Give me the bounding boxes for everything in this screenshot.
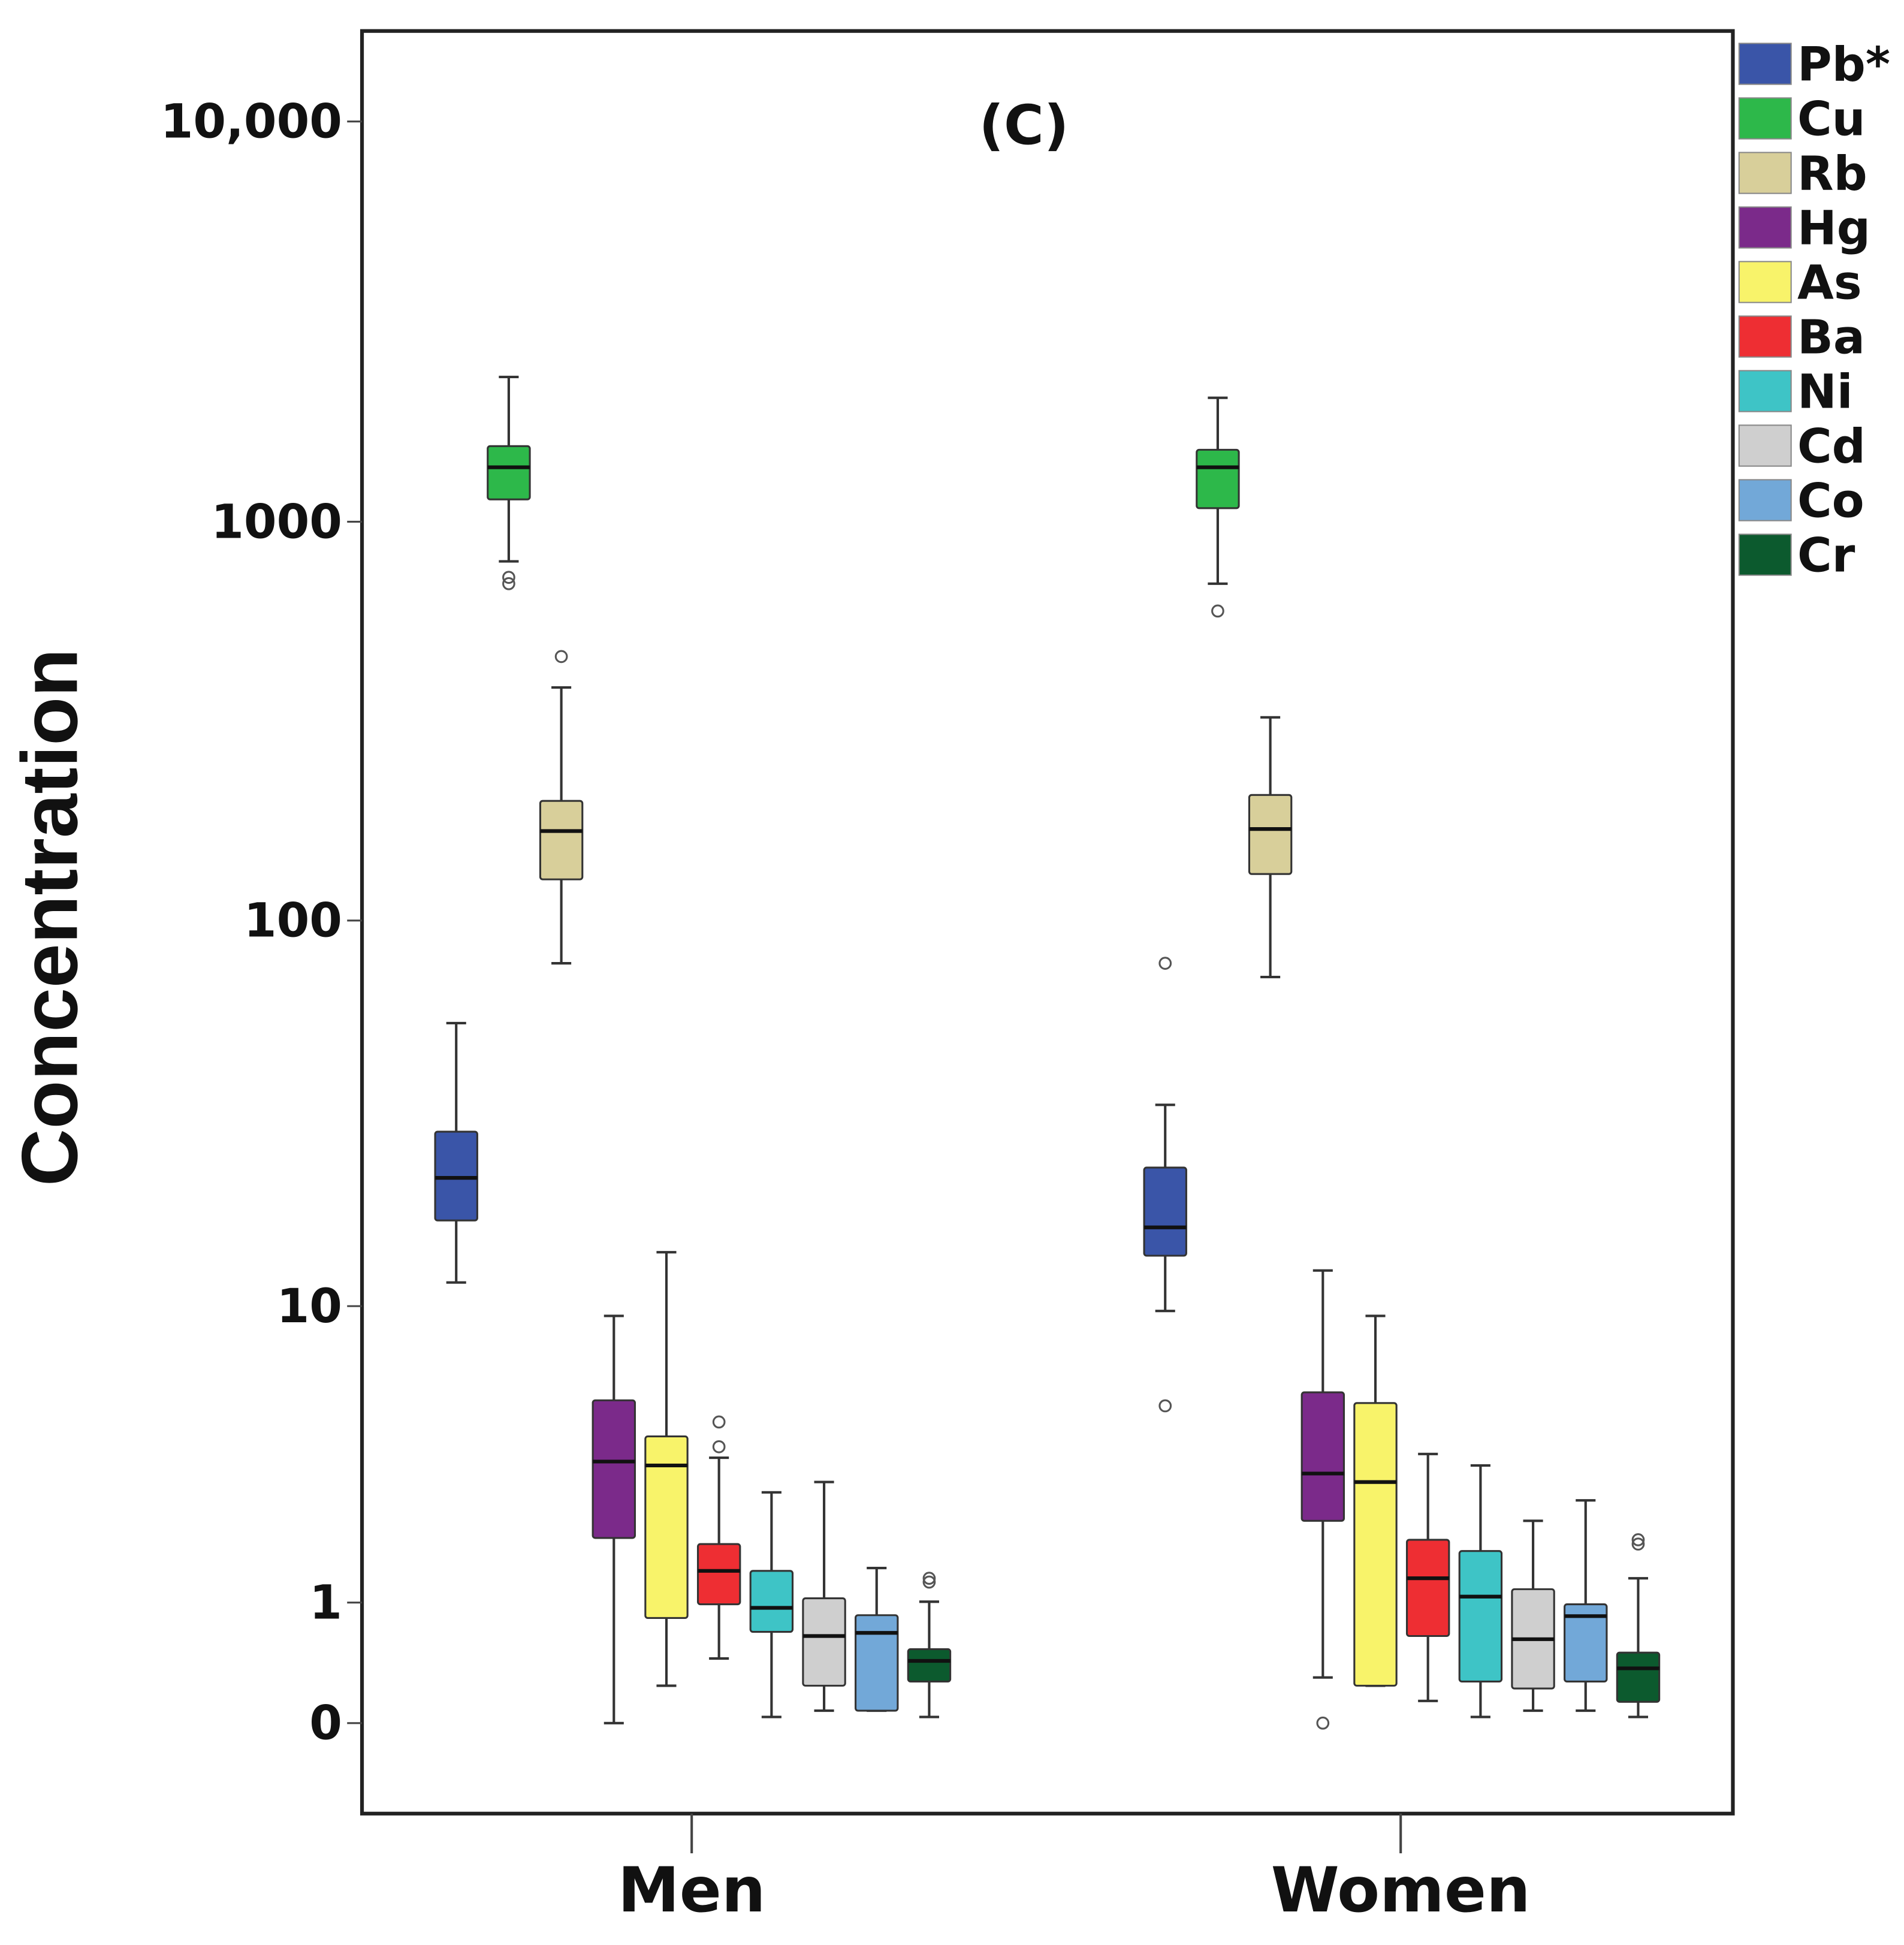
box-Pb-women [1143,957,1187,1413]
legend-label: Rb [1797,146,1867,201]
box-Ba-women [1405,1452,1450,1702]
box-iqr [1564,1603,1608,1683]
y-tick-label: 0 [309,1696,342,1751]
legend-label: Cu [1797,91,1866,146]
outlier-point [1158,1399,1172,1413]
box-Ba-men [696,1415,741,1660]
legend-swatch-Cr [1738,533,1792,576]
box-As-women [1353,1314,1398,1687]
box-iqr [1143,1166,1187,1257]
box-Cr-men [907,1572,952,1718]
box-iqr [749,1570,794,1633]
outlier-point [1158,957,1172,970]
box-Ni-men [749,1491,794,1718]
box-iqr [1353,1402,1398,1687]
box-Co-men [855,1566,899,1712]
box-Rb-men [539,650,584,965]
legend-swatch-As [1738,261,1792,303]
box-iqr [592,1399,636,1539]
y-tick-label: 10,000 [161,94,342,149]
legend-label: Ba [1797,309,1865,364]
box-iqr [855,1614,899,1712]
box-iqr [1248,794,1293,875]
outlier-point [1631,1533,1645,1546]
plot-frame [360,29,1735,1816]
legend-label: Hg [1797,200,1870,255]
outlier-point [712,1440,726,1454]
y-tick-label: 1 [309,1575,342,1630]
legend-label: Cr [1797,527,1855,583]
box-iqr [907,1648,952,1683]
box-iqr [487,445,531,500]
y-axis: 0 1 10 100 1000 10,000 [161,94,363,1751]
boxes [434,375,1661,1730]
box-iqr [696,1543,741,1606]
legend-swatch-Rb [1738,152,1792,194]
box-As-men [644,1251,689,1687]
outlier-point [922,1575,936,1589]
box-iqr [539,800,584,880]
box-iqr [802,1597,846,1687]
legend-label: As [1797,255,1862,310]
box-Rb-women [1248,716,1293,979]
y-axis-label: Concentration [5,649,94,1186]
box-Cu-women [1196,396,1240,618]
y-tick-label: 1000 [211,494,342,549]
legend-swatch-Cu [1738,97,1792,140]
chart-title: (C) [979,94,1069,157]
outlier-point [502,577,515,590]
legend-swatch-Cd [1738,424,1792,467]
legend-label: Co [1797,473,1864,528]
box-iqr [1196,448,1240,509]
legend-swatch-Ni [1738,370,1792,412]
y-tick-label: 10 [277,1278,342,1334]
box-iqr [644,1435,689,1620]
box-Hg-men [592,1314,636,1724]
outlier-point [1316,1716,1330,1730]
box-Cu-men [487,375,531,590]
box-iqr [1616,1651,1661,1703]
box-Cr-women [1616,1533,1661,1718]
box-Pb-men [434,1021,478,1284]
legend-label: Ni [1797,364,1853,419]
legend-swatch-Hg [1738,206,1792,249]
legend-label: Pb* [1797,37,1890,92]
x-tick-label: Men [618,1854,766,1926]
box-iqr [1300,1391,1345,1522]
x-tick-label: Women [1271,1854,1531,1926]
legend-swatch-Co [1738,479,1792,521]
outlier-point [712,1415,726,1429]
y-tick-label: 100 [244,893,342,948]
legend-swatch-Ba [1738,315,1792,358]
legend-label: Cd [1797,418,1866,474]
legend-swatch-Pb [1738,43,1792,85]
box-Ni-women [1458,1464,1503,1718]
outlier-point [1211,604,1224,618]
box-Cd-women [1511,1519,1555,1712]
box-iqr [1405,1539,1450,1638]
outlier-point [922,1572,936,1585]
box-Cd-men [802,1480,846,1712]
outlier-point [1631,1537,1645,1551]
outlier-point [502,571,515,584]
box-iqr [1458,1550,1503,1683]
x-axis: Men Women [618,1813,1531,1926]
outlier-point [554,650,568,664]
box-Co-women [1564,1499,1608,1712]
box-Hg-women [1300,1269,1345,1730]
